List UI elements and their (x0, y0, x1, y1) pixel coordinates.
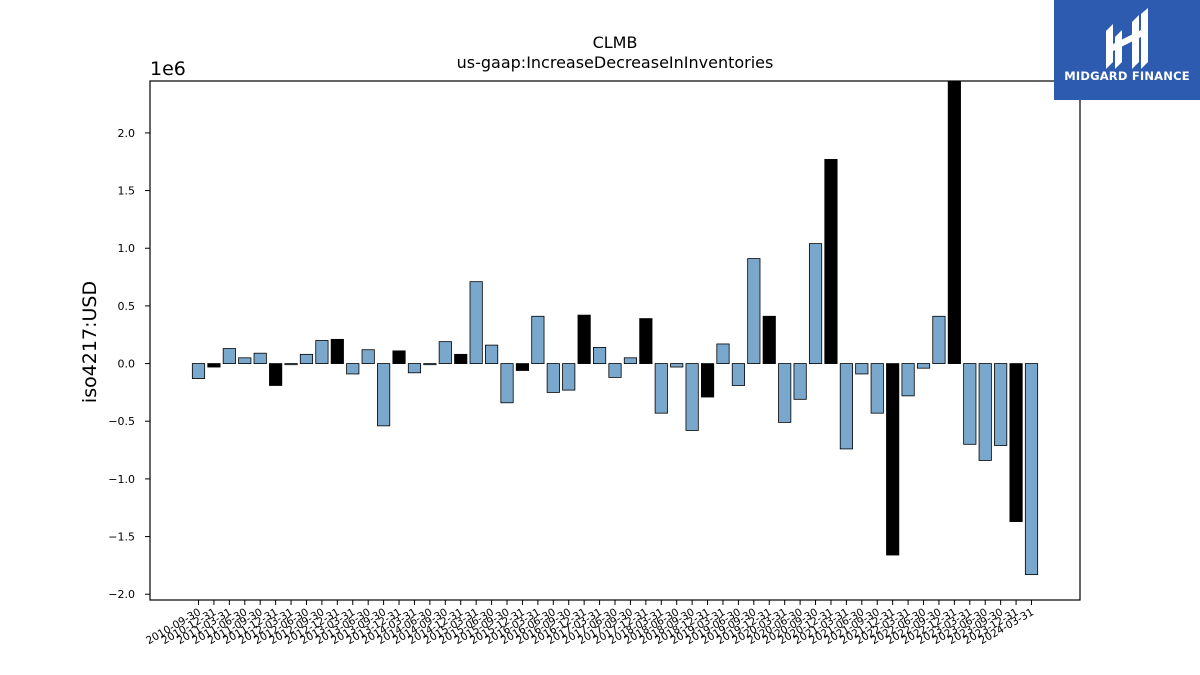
y-tick-label: −1.5 (108, 531, 135, 544)
bar-2013-09-30 (377, 363, 391, 427)
y-tick-label: −1.0 (108, 473, 135, 486)
bar-2022-09-30 (932, 315, 946, 364)
bar-2011-12-31 (269, 363, 283, 386)
bar-2015-06-30 (485, 344, 499, 364)
chart-title: CLMB (593, 33, 638, 52)
y-tick-label: −2.0 (108, 588, 135, 601)
bar-2023-03-31 (963, 363, 977, 445)
bar-2018-06-30 (670, 363, 684, 368)
bar-2021-03-31 (839, 363, 853, 450)
bar-2021-09-30 (870, 363, 884, 414)
bar-2020-06-30 (793, 363, 807, 400)
bar-2012-09-30 (315, 340, 329, 364)
bar-2010-09-30 (191, 363, 206, 379)
bar-2019-09-30 (747, 258, 761, 364)
bar-2022-12-31 (947, 80, 961, 364)
bar-2018-09-30 (685, 363, 699, 431)
bar-2019-12-31 (762, 315, 776, 364)
bar-2024-03-31 (1024, 363, 1039, 576)
bar-2013-03-31 (346, 363, 360, 375)
chart-subtitle: us-gaap:IncreaseDecreaseInInventories (457, 53, 774, 72)
bar-2013-06-30 (361, 349, 375, 364)
bar-2020-09-30 (808, 243, 823, 364)
bar-2015-12-31 (515, 363, 530, 371)
bar-2014-12-31 (454, 353, 468, 364)
bar-2021-12-31 (886, 363, 900, 556)
y-axis-label: iso4217:USD (79, 281, 101, 403)
bar-2014-09-30 (438, 341, 452, 364)
bar-2014-03-31 (407, 363, 422, 374)
bar-2020-12-31 (824, 159, 838, 364)
bar-2023-09-30 (994, 363, 1008, 446)
bar-2019-06-30 (731, 363, 745, 386)
brand-name: MIDGARD FINANCE (1064, 69, 1190, 83)
bar-2016-09-30 (562, 363, 576, 391)
bar-2017-03-31 (593, 347, 607, 364)
bar-2010-12-31 (207, 363, 221, 368)
brand-mark-icon (1106, 8, 1148, 69)
y-tick-label: 1.5 (118, 185, 136, 198)
bar-2020-03-31 (778, 363, 792, 423)
bar-2019-03-31 (716, 343, 730, 364)
bar-2016-03-31 (531, 315, 545, 364)
bar-2017-06-30 (608, 363, 622, 378)
bar-2016-12-31 (577, 314, 591, 364)
bar-2017-12-31 (639, 318, 653, 364)
bar-2011-03-31 (222, 348, 236, 364)
y-tick-label: 0.5 (118, 300, 136, 313)
bar-2011-09-30 (253, 352, 267, 364)
brand-logo: MIDGARD FINANCE (1054, 0, 1200, 100)
bar-2017-09-30 (623, 357, 638, 364)
bar-2014-06-30 (423, 363, 437, 366)
y-tick-label: 1.0 (118, 242, 136, 255)
bar-2022-06-30 (916, 363, 931, 369)
bar-2013-12-31 (392, 350, 406, 364)
y-axis-multiplier: 1e6 (150, 58, 186, 80)
bar-2018-03-31 (654, 363, 668, 414)
y-tick-label: 0.0 (118, 358, 136, 371)
y-tick-label: 2.0 (118, 127, 136, 140)
bar-2012-03-31 (284, 363, 298, 366)
bar-2018-12-31 (700, 363, 715, 398)
bar-2021-06-30 (855, 363, 869, 375)
bar-2016-06-30 (546, 363, 560, 393)
bar-2011-06-30 (238, 357, 252, 364)
bar-2023-06-30 (978, 363, 992, 461)
plot-area-frame (149, 80, 1081, 601)
y-tick-label: −0.5 (108, 415, 135, 428)
bar-2023-12-31 (1009, 363, 1023, 522)
bar-2015-03-31 (469, 281, 483, 364)
bar-2022-03-31 (901, 363, 915, 397)
bar-2012-06-30 (299, 353, 314, 364)
bar-2015-09-30 (500, 363, 514, 404)
bar-2012-12-31 (330, 338, 344, 364)
